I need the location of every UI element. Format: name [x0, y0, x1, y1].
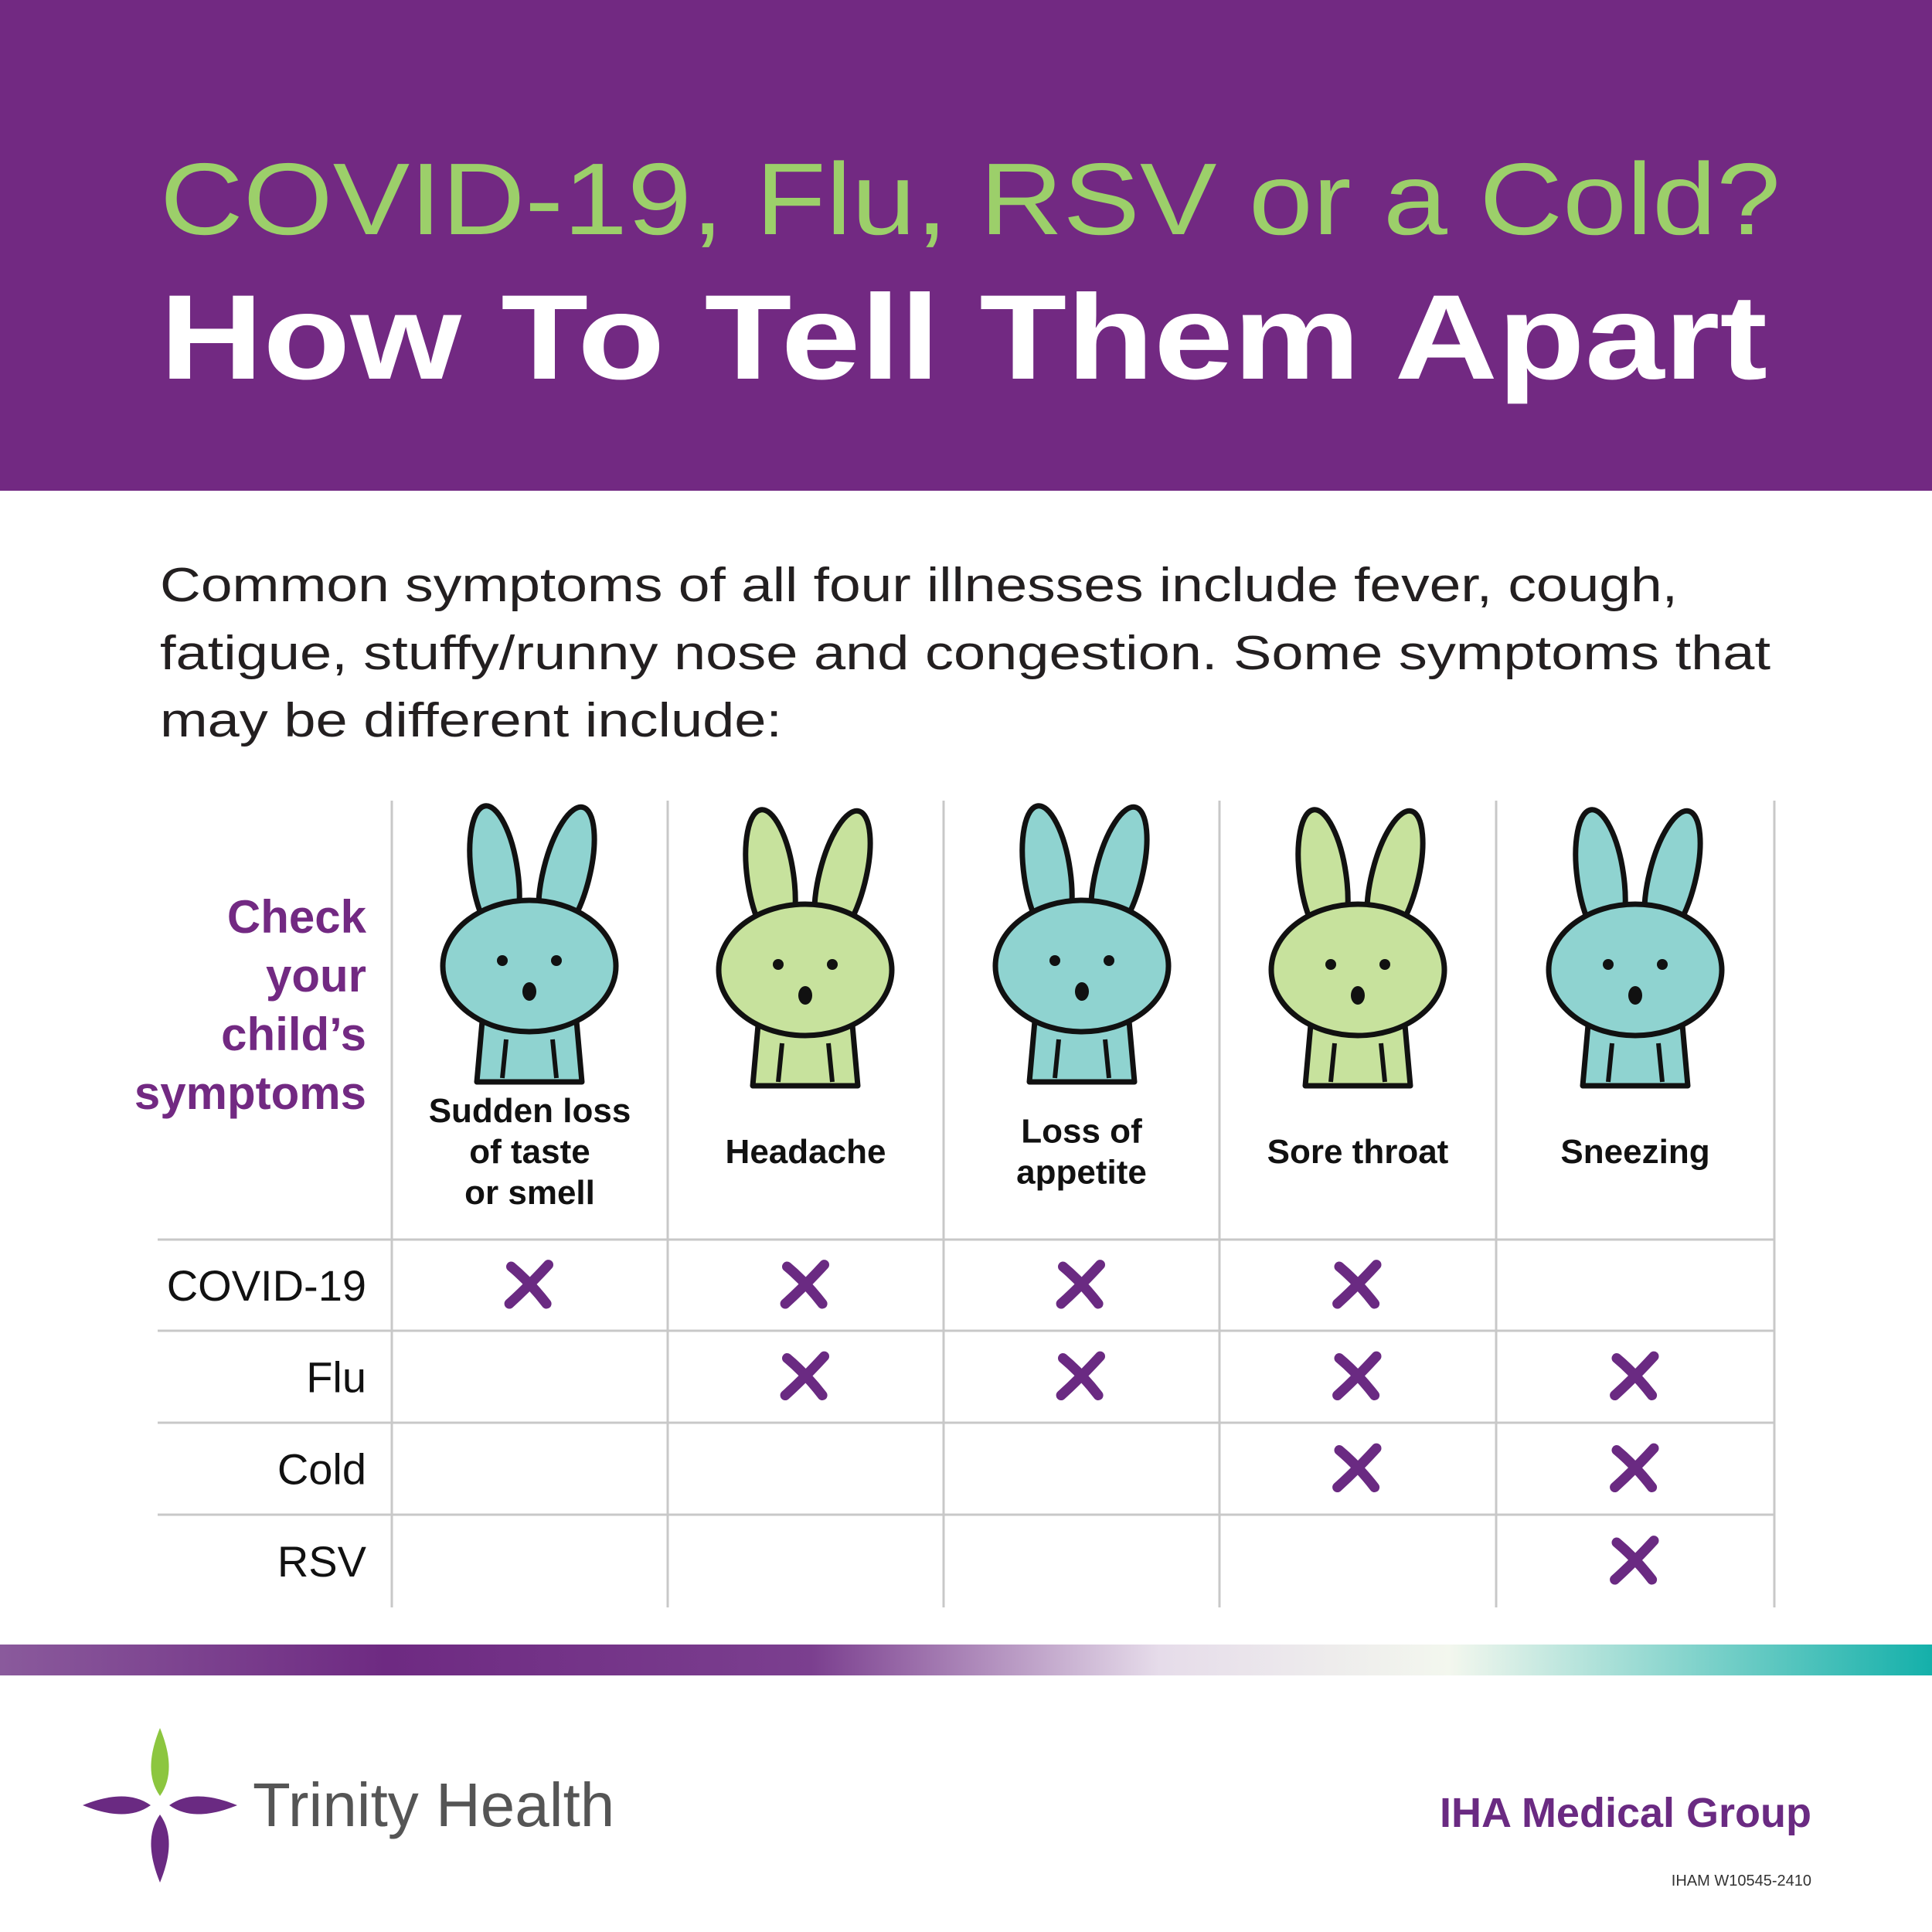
brand: Trinity Health	[253, 1770, 614, 1839]
column-label: Sneezing	[1560, 1133, 1709, 1171]
header-band	[0, 0, 1932, 491]
corner-label: Check	[227, 891, 367, 943]
column-label: Sore throat	[1267, 1133, 1449, 1171]
bunny-icon	[443, 801, 616, 1082]
intro-line: may be different include:	[160, 694, 782, 747]
check-mark	[780, 1351, 829, 1400]
row-label: Cold	[277, 1445, 366, 1494]
check-mark	[1056, 1351, 1105, 1400]
column-label: Headache	[726, 1133, 886, 1171]
column-label: of taste	[469, 1133, 590, 1171]
check-mark	[1056, 1260, 1105, 1309]
row-label: RSV	[277, 1537, 367, 1586]
intro-line: fatigue, stuffy/runny nose and congestio…	[160, 627, 1770, 680]
group-name: IHA Medical Group	[1440, 1790, 1811, 1836]
check-mark	[504, 1260, 553, 1309]
bunny-icon	[995, 801, 1168, 1082]
column-label: appetite	[1016, 1154, 1147, 1192]
corner-label: your	[266, 950, 366, 1002]
column-label: or smell	[464, 1174, 595, 1212]
check-mark	[780, 1260, 829, 1309]
column-label: Sudden loss	[429, 1092, 631, 1130]
subtitle: How To Tell Them Apart	[160, 270, 1767, 405]
bunny-icon	[1271, 805, 1444, 1086]
intro-line: Common symptoms of all four illnesses in…	[160, 559, 1678, 612]
logo	[83, 1728, 237, 1883]
column-label: Loss of	[1021, 1113, 1142, 1151]
intro: Common symptoms of all four illnesses in…	[160, 559, 1770, 747]
bunnies	[443, 801, 1722, 1086]
check-mark	[1332, 1260, 1382, 1309]
corner-label: symptoms	[134, 1067, 366, 1119]
bunny-icon	[1549, 805, 1722, 1086]
code: IHAM W10545-2410	[1672, 1872, 1811, 1889]
bunny-icon	[719, 805, 892, 1086]
check-mark	[1610, 1443, 1659, 1492]
corner-label: child’s	[221, 1009, 366, 1060]
check-mark	[1332, 1443, 1382, 1492]
check-mark	[1610, 1536, 1659, 1585]
check-mark	[1610, 1351, 1659, 1400]
row-label: COVID-19	[167, 1261, 366, 1310]
gradient-band	[0, 1645, 1932, 1675]
check-mark	[1332, 1351, 1382, 1400]
row-label: Flu	[306, 1353, 366, 1402]
title: COVID-19, Flu, RSV or a Cold?	[160, 142, 1781, 256]
